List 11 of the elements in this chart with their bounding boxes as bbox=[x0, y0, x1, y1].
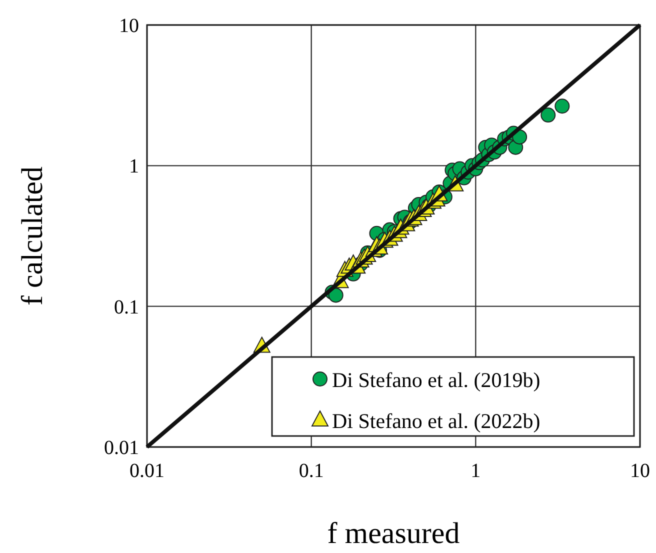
x-tick-label: 10 bbox=[630, 460, 650, 482]
y-tick-label: 1 bbox=[129, 156, 139, 178]
y-tick-label: 0.01 bbox=[104, 437, 139, 459]
y-axis-title: f calculated bbox=[16, 166, 49, 306]
legend-label: Di Stefano et al. (2022b) bbox=[332, 409, 540, 433]
x-tick-label: 1 bbox=[470, 460, 481, 482]
y-tick-label: 0.1 bbox=[114, 296, 139, 318]
x-axis-title: f measured bbox=[327, 517, 460, 550]
y-tick-label: 10 bbox=[119, 15, 139, 37]
legend-label: Di Stefano et al. (2019b) bbox=[332, 368, 540, 392]
x-tick-label: 0.1 bbox=[298, 460, 324, 482]
